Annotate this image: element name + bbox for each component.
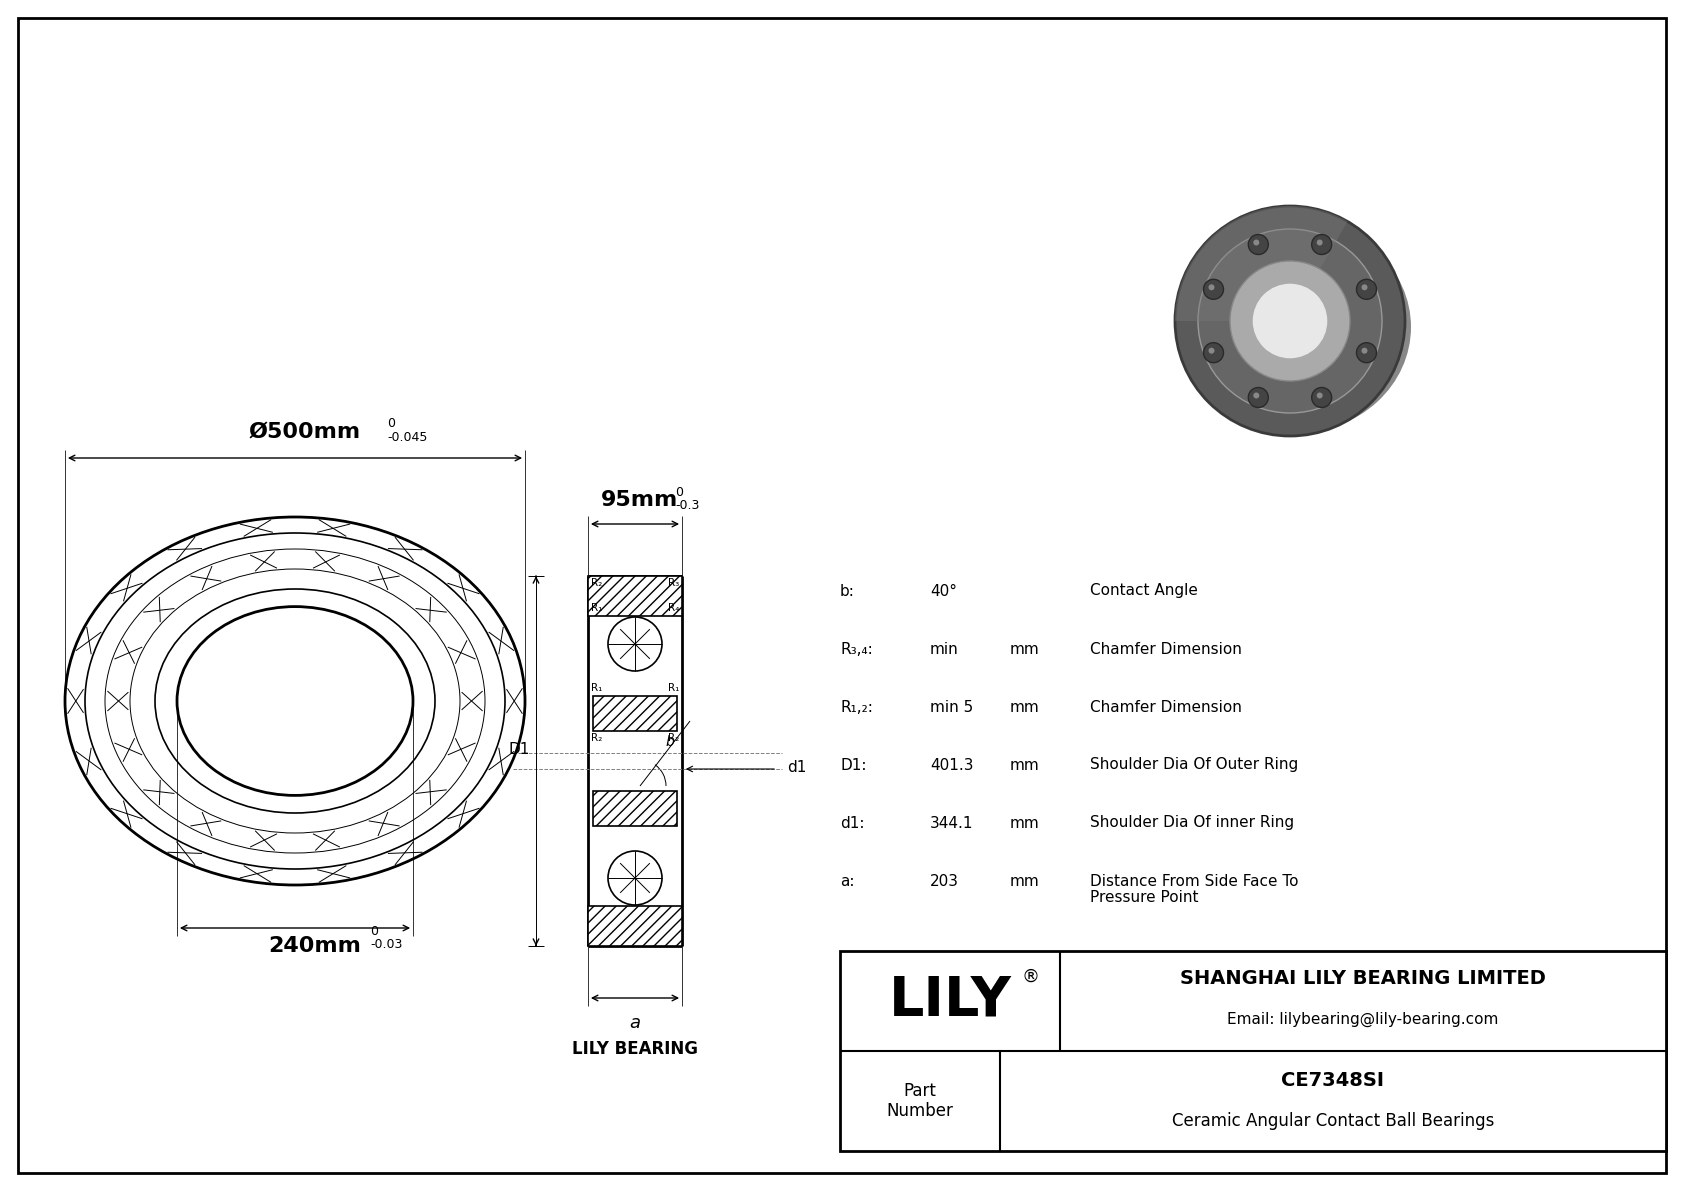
Circle shape [1175, 206, 1404, 436]
Bar [593, 696, 677, 731]
Circle shape [1248, 235, 1268, 255]
Circle shape [1357, 280, 1376, 299]
Text: d1: d1 [786, 760, 807, 774]
Circle shape [1361, 348, 1367, 354]
Ellipse shape [1180, 222, 1411, 432]
Text: CE7348SI: CE7348SI [1282, 1072, 1384, 1091]
Circle shape [1229, 261, 1351, 381]
Text: Contact Angle: Contact Angle [1090, 584, 1197, 599]
Text: R₂: R₂ [591, 732, 603, 743]
Text: R₃: R₃ [669, 578, 679, 588]
Text: Ø500mm: Ø500mm [249, 422, 360, 442]
Circle shape [1312, 235, 1332, 255]
Text: min: min [930, 642, 958, 656]
Text: mm: mm [1010, 873, 1039, 888]
Text: Shoulder Dia Of inner Ring: Shoulder Dia Of inner Ring [1090, 816, 1293, 830]
Text: D1: D1 [509, 742, 530, 756]
Circle shape [1317, 393, 1322, 399]
Text: -0.045: -0.045 [387, 431, 428, 444]
Circle shape [1361, 285, 1367, 291]
Text: R₂: R₂ [591, 578, 603, 588]
Circle shape [1204, 343, 1224, 363]
Bar [593, 696, 677, 731]
Text: mm: mm [1010, 642, 1039, 656]
Text: d1:: d1: [840, 816, 864, 830]
Text: mm: mm [1010, 699, 1039, 715]
Text: Chamfer Dimension: Chamfer Dimension [1090, 642, 1241, 656]
Text: SHANGHAI LILY BEARING LIMITED: SHANGHAI LILY BEARING LIMITED [1180, 969, 1546, 989]
Text: R₂: R₂ [669, 732, 679, 743]
Text: R₁: R₁ [667, 682, 679, 693]
Text: Ceramic Angular Contact Ball Bearings: Ceramic Angular Contact Ball Bearings [1172, 1112, 1494, 1130]
Text: 240mm: 240mm [268, 936, 362, 956]
Wedge shape [1175, 206, 1347, 322]
Text: 203: 203 [930, 873, 958, 888]
Text: R₄: R₄ [667, 603, 679, 613]
Circle shape [1317, 239, 1322, 245]
Text: a: a [630, 1014, 640, 1031]
Text: 0: 0 [675, 486, 684, 499]
Text: R₃,₄:: R₃,₄: [840, 642, 872, 656]
Bar [593, 791, 677, 827]
Circle shape [1357, 343, 1376, 363]
Bar [593, 791, 677, 827]
Bar [588, 906, 682, 946]
Text: D1:: D1: [840, 757, 867, 773]
Circle shape [1209, 348, 1214, 354]
Text: Distance From Side Face To: Distance From Side Face To [1090, 873, 1298, 888]
Text: Shoulder Dia Of Outer Ring: Shoulder Dia Of Outer Ring [1090, 757, 1298, 773]
Text: 0: 0 [387, 417, 396, 430]
Text: mm: mm [1010, 816, 1039, 830]
Bar [588, 576, 682, 616]
Text: 40°: 40° [930, 584, 957, 599]
Text: Email: lilybearing@lily-bearing.com: Email: lilybearing@lily-bearing.com [1228, 1011, 1499, 1027]
Circle shape [1204, 280, 1224, 299]
Circle shape [1248, 387, 1268, 407]
Circle shape [1253, 393, 1260, 399]
Text: LILY: LILY [889, 974, 1012, 1028]
Text: R₁: R₁ [591, 682, 603, 693]
Circle shape [1209, 285, 1214, 291]
Circle shape [1312, 387, 1332, 407]
Text: Part
Number: Part Number [886, 1081, 953, 1121]
Circle shape [1251, 283, 1329, 358]
Text: b: b [665, 735, 674, 749]
Text: 401.3: 401.3 [930, 757, 973, 773]
Text: LILY BEARING: LILY BEARING [573, 1040, 697, 1058]
Text: Pressure Point: Pressure Point [1090, 891, 1199, 905]
Text: ®: ® [1021, 968, 1039, 986]
Circle shape [1197, 229, 1383, 413]
Text: min 5: min 5 [930, 699, 973, 715]
Text: -0.03: -0.03 [370, 939, 402, 950]
Bar [588, 576, 682, 616]
Text: 344.1: 344.1 [930, 816, 973, 830]
Text: b:: b: [840, 584, 855, 599]
Text: Chamfer Dimension: Chamfer Dimension [1090, 699, 1241, 715]
Text: R₁: R₁ [591, 603, 603, 613]
Text: a:: a: [840, 873, 854, 888]
Text: -0.3: -0.3 [675, 499, 699, 512]
Circle shape [1253, 239, 1260, 245]
Text: 0: 0 [370, 925, 377, 939]
Text: mm: mm [1010, 757, 1039, 773]
Bar [588, 906, 682, 946]
Bar [840, 950, 1665, 1151]
Text: 95mm: 95mm [601, 490, 679, 510]
Text: R₁,₂:: R₁,₂: [840, 699, 872, 715]
